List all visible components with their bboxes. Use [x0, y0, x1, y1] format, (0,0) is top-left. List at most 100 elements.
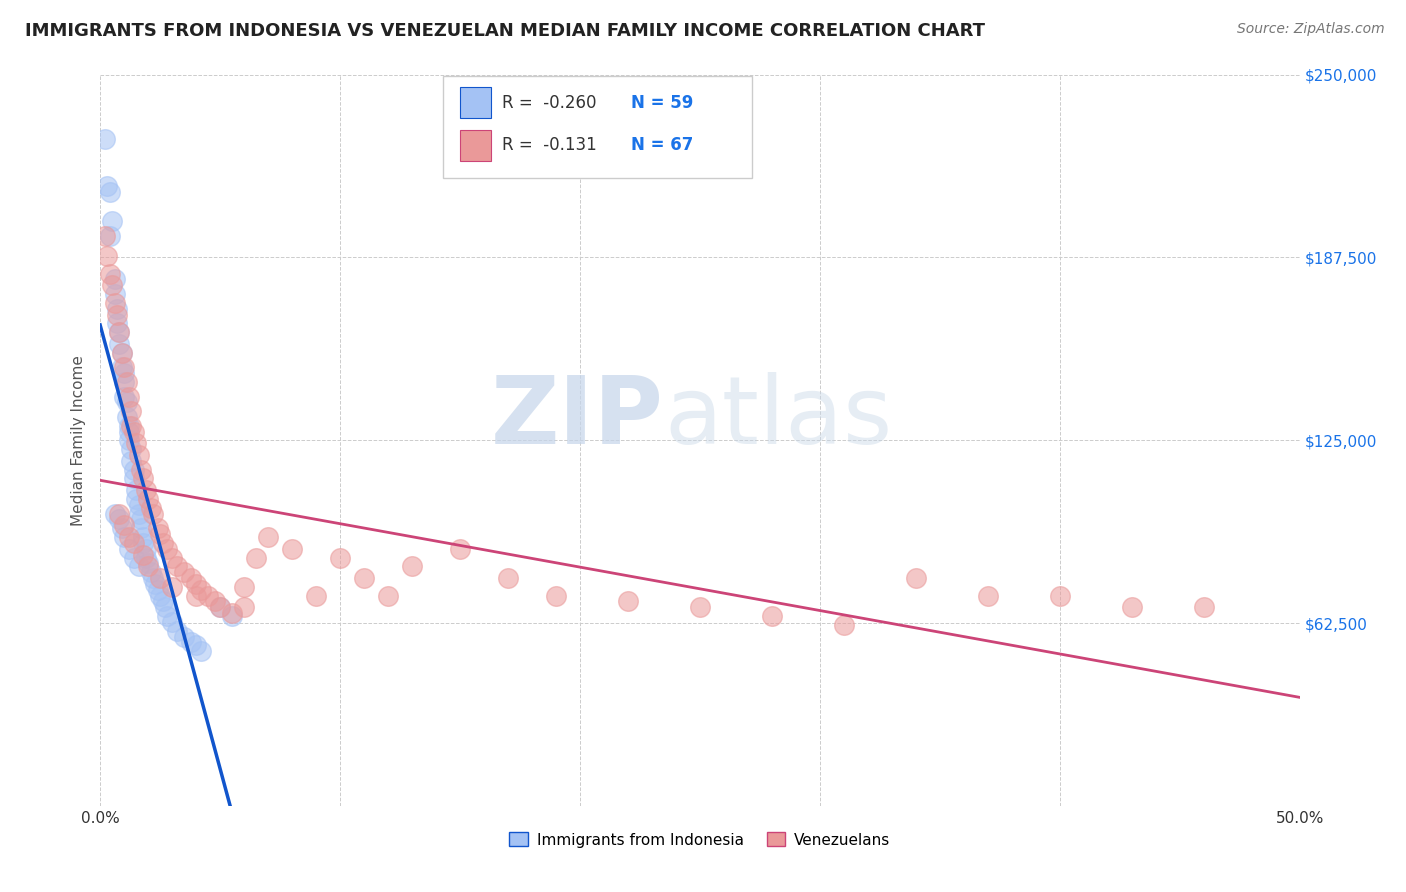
Text: IMMIGRANTS FROM INDONESIA VS VENEZUELAN MEDIAN FAMILY INCOME CORRELATION CHART: IMMIGRANTS FROM INDONESIA VS VENEZUELAN … [25, 22, 986, 40]
Text: Source: ZipAtlas.com: Source: ZipAtlas.com [1237, 22, 1385, 37]
Point [128, 498, 150, 512]
Point [111, 521, 134, 535]
Point [149, 589, 172, 603]
Point [120, 454, 142, 468]
Point [190, 644, 212, 658]
Point [132, 536, 155, 550]
Point [111, 345, 134, 359]
Point [112, 518, 135, 533]
Point [103, 507, 125, 521]
Point [135, 483, 157, 498]
Point [617, 594, 640, 608]
Point [125, 491, 148, 506]
Point [197, 589, 219, 603]
Point [128, 507, 150, 521]
Point [101, 214, 124, 228]
Point [305, 589, 328, 603]
Point [257, 530, 280, 544]
Point [221, 609, 243, 624]
Point [105, 301, 128, 316]
Point [136, 491, 159, 506]
Point [1121, 600, 1143, 615]
Point [832, 618, 855, 632]
Point [105, 308, 128, 322]
Point [103, 272, 125, 286]
Point [204, 594, 226, 608]
Point [245, 550, 267, 565]
Point [103, 296, 125, 310]
Point [111, 345, 134, 359]
Point [233, 600, 256, 615]
Point [120, 404, 142, 418]
Point [115, 395, 138, 409]
Point [152, 594, 174, 608]
Point [160, 550, 183, 565]
Point [118, 425, 141, 439]
Point [118, 390, 141, 404]
Point [904, 571, 927, 585]
Point [122, 536, 145, 550]
Y-axis label: Median Family Income: Median Family Income [72, 355, 86, 526]
Point [118, 434, 141, 448]
Point [101, 278, 124, 293]
Point [233, 580, 256, 594]
Point [120, 442, 142, 457]
Point [377, 589, 399, 603]
Point [184, 589, 207, 603]
Point [105, 316, 128, 330]
Point [143, 577, 166, 591]
Point [152, 536, 174, 550]
Point [281, 541, 304, 556]
Point [122, 471, 145, 485]
Point [108, 336, 131, 351]
Point [115, 410, 138, 425]
Point [146, 582, 169, 597]
Point [173, 565, 195, 579]
Point [108, 325, 131, 339]
Point [108, 325, 131, 339]
Point [103, 287, 125, 301]
Point [118, 541, 141, 556]
Point [160, 615, 183, 629]
Point [112, 530, 135, 544]
Point [112, 375, 135, 389]
Text: N = 59: N = 59 [631, 94, 693, 112]
Point [112, 366, 135, 380]
Point [209, 600, 232, 615]
Point [401, 559, 423, 574]
Point [139, 565, 162, 579]
Point [108, 512, 131, 526]
Point [98, 267, 121, 281]
Point [122, 550, 145, 565]
Point [122, 463, 145, 477]
Point [1049, 589, 1071, 603]
Point [329, 550, 352, 565]
Point [135, 541, 157, 556]
Text: atlas: atlas [664, 373, 893, 465]
Point [544, 589, 567, 603]
Point [132, 548, 155, 562]
Point [209, 600, 232, 615]
Text: R =  -0.131: R = -0.131 [502, 136, 596, 154]
Point [132, 471, 155, 485]
Point [94, 132, 117, 146]
Point [125, 436, 148, 450]
Point [689, 600, 711, 615]
Point [977, 589, 1000, 603]
Point [118, 530, 141, 544]
Point [156, 541, 179, 556]
Point [98, 185, 121, 199]
Point [184, 638, 207, 652]
Text: N = 67: N = 67 [631, 136, 693, 154]
Point [135, 550, 157, 565]
Point [129, 512, 152, 526]
Point [1192, 600, 1215, 615]
Point [149, 527, 172, 541]
Point [166, 624, 188, 638]
Point [156, 609, 179, 624]
Point [136, 557, 159, 571]
Point [129, 463, 152, 477]
Point [128, 559, 150, 574]
Point [112, 360, 135, 375]
Point [160, 580, 183, 594]
